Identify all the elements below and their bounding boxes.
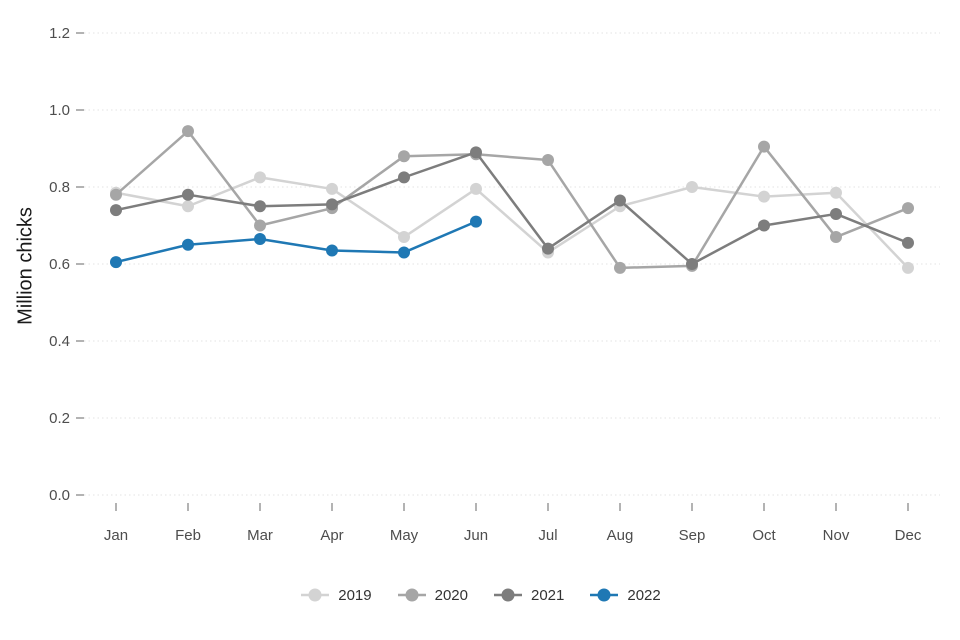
legend-dot <box>501 588 515 602</box>
data-point-2020 <box>110 188 122 201</box>
x-tick-label: Aug <box>607 527 634 544</box>
legend-dot <box>405 588 419 602</box>
data-point-2022 <box>110 256 122 269</box>
data-point-2021 <box>542 242 554 255</box>
y-tick-label: 0.2 <box>49 410 70 427</box>
data-point-2019 <box>182 200 194 213</box>
legend-item-2022: 2022 <box>588 586 661 604</box>
data-point-2019 <box>830 186 842 199</box>
series-line-2022 <box>114 220 478 264</box>
legend-dot <box>597 588 611 602</box>
plot-area: 0.0 0.2 0.4 0.6 0.8 1.0 1.2 Jan Feb Mar Apr May Jun J… <box>49 25 940 544</box>
data-point-2021 <box>902 236 914 249</box>
y-axis-title: Million chicks <box>14 207 37 325</box>
legend-item-2019: 2019 <box>299 586 372 604</box>
data-point-2021 <box>110 204 122 217</box>
x-tick-label: Jul <box>538 527 557 544</box>
chart-legend: 2019 2020 2021 2022 <box>0 586 960 604</box>
data-point-2020 <box>542 154 554 167</box>
y-tick-label: 1.2 <box>49 25 70 42</box>
legend-dot <box>308 588 322 602</box>
data-point-2022 <box>326 244 338 257</box>
x-tick-label: Dec <box>895 527 922 544</box>
data-point-2020 <box>182 125 194 138</box>
data-point-2021 <box>830 207 842 220</box>
x-tick-label: Mar <box>247 527 273 544</box>
data-point-2020 <box>902 202 914 215</box>
x-tick-label: Feb <box>175 527 201 544</box>
data-point-2021 <box>758 219 770 232</box>
legend-key-icon <box>494 588 522 602</box>
y-tick-label: 0.0 <box>49 487 70 504</box>
legend-key-icon <box>397 588 426 602</box>
x-tick-label: Jan <box>104 527 128 544</box>
x-tick-label: Jun <box>464 527 488 544</box>
x-tick-label: Apr <box>320 527 343 544</box>
data-point-2019 <box>398 231 410 244</box>
data-point-2021 <box>326 198 338 211</box>
data-point-2019 <box>902 261 914 274</box>
data-point-2019 <box>758 190 770 203</box>
data-point-2021 <box>182 188 194 201</box>
legend-label: 2022 <box>627 586 661 604</box>
data-point-2021 <box>254 200 266 213</box>
data-point-2021 <box>686 258 698 270</box>
data-point-2019 <box>686 181 698 193</box>
data-point-2021 <box>398 171 410 184</box>
legend-label: 2019 <box>338 586 372 604</box>
x-tick-label: Sep <box>679 527 706 544</box>
legend-label: 2020 <box>434 586 468 604</box>
data-point-2022 <box>398 246 410 259</box>
data-point-2020 <box>254 219 266 232</box>
legend-item-2020: 2020 <box>396 586 468 604</box>
data-point-2022 <box>254 232 266 245</box>
data-point-2019 <box>254 171 266 184</box>
data-point-2021 <box>614 194 626 207</box>
y-tick-label: 0.4 <box>49 333 70 350</box>
x-tick-label: Nov <box>823 527 850 544</box>
series-line-2019 <box>114 176 910 270</box>
data-point-2021 <box>470 146 482 159</box>
data-point-2020 <box>758 140 770 153</box>
legend-item-2021: 2021 <box>492 586 564 604</box>
data-point-2019 <box>326 182 338 195</box>
data-point-2020 <box>614 261 626 274</box>
y-tick-label: 0.6 <box>49 256 70 273</box>
data-point-2020 <box>830 231 842 244</box>
data-point-2022 <box>470 215 482 228</box>
legend-label: 2021 <box>531 586 565 604</box>
x-tick-label: Oct <box>752 527 776 544</box>
x-tick-label: May <box>390 527 419 544</box>
data-point-2022 <box>182 238 194 251</box>
legend-key-icon <box>301 588 330 602</box>
data-point-2020 <box>398 150 410 163</box>
legend-key-icon <box>590 588 619 602</box>
series-line-2020 <box>114 129 910 270</box>
series-line-2021 <box>114 151 910 266</box>
y-tick-label: 0.8 <box>49 179 70 196</box>
y-tick-label: 1.0 <box>49 102 70 119</box>
data-point-2019 <box>470 182 482 195</box>
